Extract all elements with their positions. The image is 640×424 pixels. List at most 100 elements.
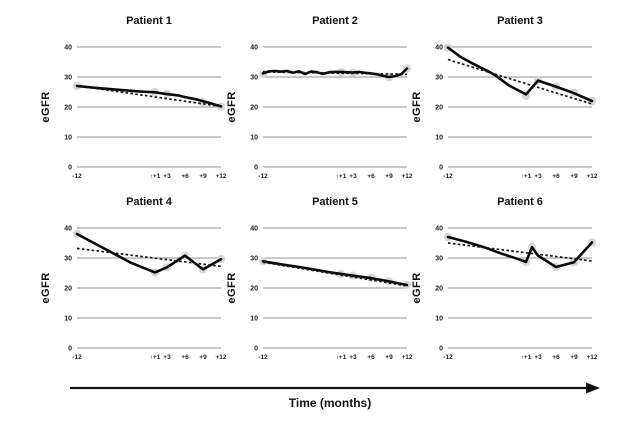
x-tick-label: +6 xyxy=(552,173,560,180)
egfr-line xyxy=(75,84,223,108)
x-tick-label: ↑+1 xyxy=(521,354,532,361)
x-tick-label: +12 xyxy=(586,173,597,180)
x-tick-label: +12 xyxy=(215,354,226,361)
x-tick-label: +9 xyxy=(385,173,393,180)
x-tick-label: +6 xyxy=(367,173,375,180)
egfr-line xyxy=(261,260,409,287)
time-axis: Time (months) xyxy=(0,376,640,422)
y-tick-label: 40 xyxy=(435,226,443,233)
x-tick-label: +9 xyxy=(570,173,578,180)
y-tick-label: 0 xyxy=(68,165,72,172)
x-tick-label: -12 xyxy=(72,354,82,361)
y-axis-label: eGFR xyxy=(226,272,238,303)
subplot-patient-1: 0 10 20 30 40 -12 ↑+1 +3 +6 +9 +12 Patient 1 eGFR xyxy=(37,8,232,193)
x-tick-label: ↑+1 xyxy=(336,354,347,361)
y-tick-label: 20 xyxy=(64,286,72,293)
y-tick-label: 30 xyxy=(250,75,258,82)
y-tick-label: 30 xyxy=(435,256,443,263)
subplot-patient-6: 0 10 20 30 40 -12 ↑+1 +3 +6 +9 +12 Patient 6 eGFR xyxy=(408,189,603,374)
x-tick-label: +3 xyxy=(349,173,357,180)
y-tick-label: 30 xyxy=(64,256,72,263)
y-axis-label: eGFR xyxy=(411,91,423,122)
y-tick-label: 40 xyxy=(64,45,72,52)
plot-layer: 0 10 20 30 40 -12 ↑+1 +3 +6 +9 +12 xyxy=(250,226,413,362)
y-tick-label: 40 xyxy=(250,45,258,52)
y-tick-label: 10 xyxy=(250,135,258,142)
plot-layer: 0 10 20 30 40 -12 ↑+1 +3 +6 +9 +12 xyxy=(64,226,227,362)
plot-canvas-patient-1: 0 10 20 30 40 -12 ↑+1 +3 +6 +9 +12 Patient 1 eGFR xyxy=(40,15,227,181)
x-tick-label: +3 xyxy=(534,173,542,180)
time-arrow-icon: Time (months) xyxy=(70,382,600,410)
subplot-title: Patient 1 xyxy=(126,15,172,27)
x-tick-label: +6 xyxy=(367,354,375,361)
y-axis-label: eGFR xyxy=(40,91,52,122)
y-tick-label: 20 xyxy=(435,105,443,112)
subplot-title: Patient 6 xyxy=(497,196,543,208)
y-tick-label: 20 xyxy=(64,105,72,112)
x-tick-label: +9 xyxy=(385,354,393,361)
y-tick-label: 0 xyxy=(439,165,443,172)
x-tick-label: +3 xyxy=(534,354,542,361)
trend-line xyxy=(76,84,222,108)
y-tick-label: 20 xyxy=(435,286,443,293)
x-tick-label: +9 xyxy=(199,173,207,180)
y-tick-label: 0 xyxy=(439,346,443,353)
subplot-title: Patient 4 xyxy=(126,196,173,208)
y-tick-label: 30 xyxy=(435,75,443,82)
subplot-patient-5: 0 10 20 30 40 -12 ↑+1 +3 +6 +9 +12 Patient 5 eGFR xyxy=(223,189,418,374)
plot-canvas-patient-4: 0 10 20 30 40 -12 ↑+1 +3 +6 +9 +12 Patient 4 eGFR xyxy=(40,196,227,362)
x-tick-label: +9 xyxy=(199,354,207,361)
x-tick-label: ↑+1 xyxy=(150,354,161,361)
x-tick-label: +12 xyxy=(215,173,226,180)
subplot-patient-3: 0 10 20 30 40 -12 ↑+1 +3 +6 +9 +12 Patient 3 eGFR xyxy=(408,8,603,193)
plot-layer: 0 10 20 30 40 -12 ↑+1 +3 +6 +9 +12 xyxy=(250,45,413,181)
x-tick-label: +6 xyxy=(181,173,189,180)
y-tick-label: 10 xyxy=(64,135,72,142)
x-tick-label: +6 xyxy=(181,354,189,361)
y-tick-label: 20 xyxy=(250,105,258,112)
plot-canvas-patient-3: 0 10 20 30 40 -12 ↑+1 +3 +6 +9 +12 Patient 3 eGFR xyxy=(411,15,598,180)
y-tick-label: 0 xyxy=(254,165,258,172)
y-axis-label: eGFR xyxy=(226,91,238,122)
y-tick-label: 10 xyxy=(64,316,72,323)
trend-line xyxy=(76,247,222,268)
x-tick-label: -12 xyxy=(443,173,453,180)
y-tick-label: 30 xyxy=(250,256,258,263)
x-tick-label: +9 xyxy=(570,354,578,361)
x-tick-label: ↑+1 xyxy=(521,173,532,180)
plot-layer: 0 10 20 30 40 -12 ↑+1 +3 +6 +9 +12 xyxy=(435,226,598,362)
x-tick-label: +3 xyxy=(163,354,171,361)
subplot-patient-4: 0 10 20 30 40 -12 ↑+1 +3 +6 +9 +12 Patient 4 eGFR xyxy=(37,189,232,374)
plot-canvas-patient-5: 0 10 20 30 40 -12 ↑+1 +3 +6 +9 +12 Patient 5 eGFR xyxy=(226,196,413,362)
subplot-title: Patient 5 xyxy=(312,196,358,208)
x-tick-label: +12 xyxy=(586,354,597,361)
x-tick-label: +12 xyxy=(401,173,412,180)
x-tick-label: +3 xyxy=(163,173,171,180)
y-tick-label: 20 xyxy=(250,286,258,293)
trend-line xyxy=(447,58,593,105)
y-tick-label: 40 xyxy=(64,226,72,233)
y-tick-label: 30 xyxy=(64,75,72,82)
x-tick-label: -12 xyxy=(258,354,268,361)
y-tick-label: 10 xyxy=(435,316,443,323)
x-tick-label: +3 xyxy=(349,354,357,361)
y-axis-label: eGFR xyxy=(411,272,423,303)
subplot-patient-2: 0 10 20 30 40 -12 ↑+1 +3 +6 +9 +12 Patient 2 eGFR xyxy=(223,8,418,193)
egfr-line xyxy=(446,235,594,269)
y-axis-label: eGFR xyxy=(40,272,52,303)
x-tick-label: +12 xyxy=(401,354,412,361)
egfr-line xyxy=(446,46,594,103)
x-tick-label: ↑+1 xyxy=(336,173,347,180)
x-tick-label: -12 xyxy=(443,354,453,361)
x-tick-label: +6 xyxy=(552,354,560,361)
plot-canvas-patient-6: 0 10 20 30 40 -12 ↑+1 +3 +6 +9 +12 Patient 6 eGFR xyxy=(411,196,598,362)
subplot-title: Patient 3 xyxy=(497,15,543,27)
y-tick-label: 10 xyxy=(250,316,258,323)
x-tick-label: -12 xyxy=(258,173,268,180)
y-tick-label: 10 xyxy=(435,135,443,142)
plot-layer: 0 10 20 30 40 -12 ↑+1 +3 +6 +9 +12 xyxy=(435,43,598,180)
y-tick-label: 40 xyxy=(435,45,443,52)
y-tick-label: 0 xyxy=(68,346,72,353)
plot-layer: 0 10 20 30 40 -12 ↑+1 +3 +6 +9 +12 xyxy=(64,45,227,181)
x-tick-label: ↑+1 xyxy=(150,173,161,180)
